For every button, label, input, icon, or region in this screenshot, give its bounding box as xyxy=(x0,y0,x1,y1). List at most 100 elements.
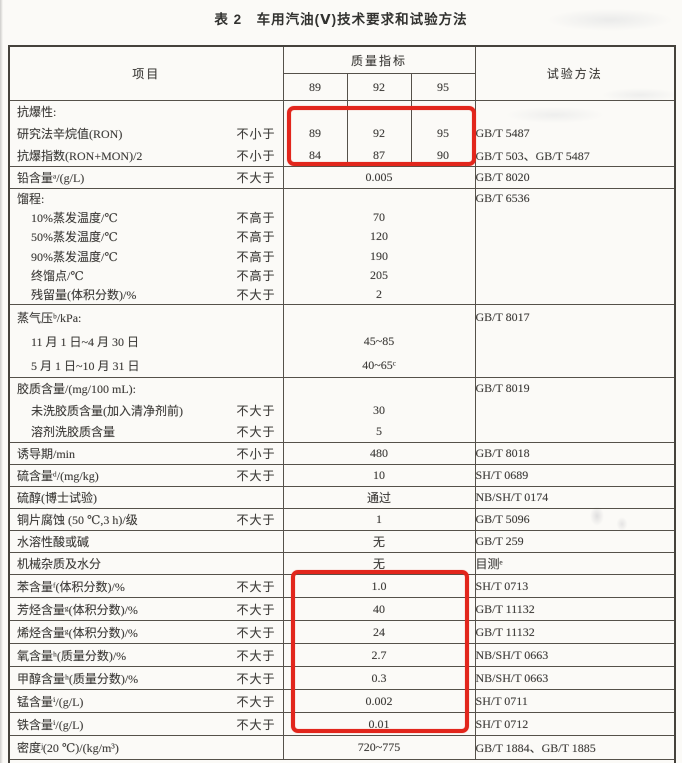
item-label: 抗爆指数(RON+MON)/2 xyxy=(17,148,143,163)
item-label: 抗爆性: xyxy=(17,105,57,120)
qualifier-label: 不大于 xyxy=(236,694,276,709)
value-cell xyxy=(283,189,475,208)
item-cell: 硫醇(博士试验) xyxy=(9,486,284,510)
value-cell xyxy=(346,100,411,123)
item-label: 烯烃含量ᵍ(体积分数)/% xyxy=(17,625,138,640)
table-row: 未洗胶质含量(加入清净剂前) 不大于 30 xyxy=(9,399,676,422)
qualifier-label: 不大于 xyxy=(236,288,276,303)
item-cell: 锰含量ⁱ/(g/L) 不大于 xyxy=(9,689,284,714)
qualifier-label: 不大于 xyxy=(236,671,276,686)
method-cell: GB/T 8020 xyxy=(474,166,676,189)
value-cell: 45~85 xyxy=(363,333,395,348)
item-cell: 终馏点/℃ 不高于 xyxy=(9,266,284,286)
value-cell xyxy=(283,378,475,400)
table-row: 硫含量ᵈ/(mg/kg) 不大于 10 SH/T 0689 xyxy=(9,464,676,488)
method-cell xyxy=(474,227,676,247)
item-label: 馏程: xyxy=(17,191,45,206)
value-cell: 2.7 xyxy=(283,643,476,668)
item-label: 未洗胶质含量(加入清净剂前) xyxy=(31,403,183,418)
value-cell: 无 xyxy=(283,530,476,554)
method-cell: GB/T 503、GB/T 5487 xyxy=(474,144,676,167)
item-cell: 抗爆指数(RON+MON)/2 不小于 xyxy=(9,144,284,167)
item-cell: 水溶性酸或碱 xyxy=(9,530,284,554)
method-cell: GB/T 5096 xyxy=(474,508,676,532)
value-cell: 84 xyxy=(283,144,347,167)
table-row: 终馏点/℃ 不高于 205 xyxy=(9,266,676,286)
item-label: 溶剂洗胶质含量 xyxy=(31,425,116,440)
table-row: 密度ʲ(20 ℃)/(kg/m³) 720~775 GB/T 1884、GB/T 1… xyxy=(9,735,676,761)
item-label: 研究法辛烷值(RON) xyxy=(17,127,123,141)
value-cell: 40~65ᶜ xyxy=(283,353,476,379)
value-cell: 120 xyxy=(370,229,388,244)
method-cell: 目测ᵉ xyxy=(474,552,676,576)
value-cell: 无 xyxy=(283,552,476,576)
item-cell: 胶质含量/(mg/100 mL): xyxy=(9,377,284,400)
item-label: 胶质含量/(mg/100 mL): xyxy=(17,382,136,397)
header-grade-95: 95 xyxy=(410,73,476,101)
value-cell: 1.0 xyxy=(283,574,476,599)
method-cell: SH/T 0713 xyxy=(474,574,676,599)
table-row: 烯烃含量ᵍ(体积分数)/% 不大于 24 GB/T 11132 xyxy=(9,620,676,645)
value-cell: 70 xyxy=(373,210,385,225)
item-label: 90%蒸发温度/℃ xyxy=(31,249,118,264)
value-cell: 5 xyxy=(283,421,476,444)
item-cell: 研究法辛烷值(RON) 不小于 xyxy=(9,122,284,145)
method-cell: GB/T 11132 xyxy=(474,597,676,622)
value-cell xyxy=(410,100,476,123)
header-grade-89: 89 xyxy=(282,73,348,101)
item-cell: 未洗胶质含量(加入清净剂前) 不大于 xyxy=(9,399,284,422)
qualifier-label: 不大于 xyxy=(236,602,276,617)
item-cell: 诱导期/min 不小于 xyxy=(9,442,284,466)
value-cell: 通过 xyxy=(283,486,476,510)
header-item: 项目 xyxy=(8,45,284,101)
item-cell: 抗爆性: xyxy=(9,100,284,123)
method-cell xyxy=(474,329,676,354)
table-row: 5 月 1 日~10 月 31 日 40~65ᶜ xyxy=(9,353,676,379)
table-row: 溶剂洗胶质含量 不大于 5 xyxy=(9,421,676,444)
value-cell xyxy=(283,305,475,329)
table-body: 抗爆性: 研究法辛烷值(RON) 不小于 89 92 95 GB/T 5487 抗爆指数(RO… xyxy=(9,100,676,763)
table-header: 项目 质量指标 试验方法 89 92 95 xyxy=(8,45,676,101)
table-row: 90%蒸发温度/℃ 不高于 190 xyxy=(9,246,676,267)
method-cell xyxy=(474,399,676,422)
value-cell: 90 xyxy=(410,144,476,167)
qualifier-label: 不高于 xyxy=(236,230,276,245)
item-label: 5 月 1 日~10 月 31 日 xyxy=(31,358,140,373)
value-cell: 0.002 xyxy=(283,689,476,714)
table-row: 50%蒸发温度/℃ 不高于 120 xyxy=(9,227,676,247)
method-cell: GB/T 8019 xyxy=(474,377,676,400)
item-cell: 密度ʲ(20 ℃)/(kg/m³) xyxy=(9,735,284,761)
value-cell: 89 xyxy=(309,126,321,140)
table-row: 锰含量ⁱ/(g/L) 不大于 0.002 SH/T 0711 xyxy=(9,689,676,714)
item-cell: 馏程: xyxy=(9,188,284,208)
item-label: 芳烃含量ᵍ(体积分数)/% xyxy=(17,602,138,617)
table-row: 蒸气压ᵇ/kPa: GB/T 8017 xyxy=(9,304,676,330)
item-cell: 蒸气压ᵇ/kPa: xyxy=(9,304,284,330)
method-cell: GB/T 11132 xyxy=(474,620,676,645)
item-cell: 铁含量ⁱ/(g/L) 不大于 xyxy=(9,712,284,737)
table-row: 抗爆性: xyxy=(9,100,676,123)
item-label: 苯含量ᶠ(体积分数)/% xyxy=(17,579,125,594)
qualifier-label: 不大于 xyxy=(236,403,276,418)
table-title: 表 2 车用汽油(Ⅴ)技术要求和试验方法 xyxy=(214,12,468,27)
item-label: 蒸气压ᵇ/kPa: xyxy=(17,310,82,325)
item-cell: 甲醇含量ʰ(质量分数)/% 不大于 xyxy=(9,666,284,691)
item-cell: 氧含量ʰ(质量分数)/% 不大于 xyxy=(9,643,284,668)
method-cell: NB/SH/T 0663 xyxy=(474,643,676,668)
table-row: 水溶性酸或碱 无 GB/T 259 xyxy=(9,530,676,554)
item-label: 铅含量ᵃ/(g/L) xyxy=(17,171,85,185)
method-cell: GB/T 5487 xyxy=(474,122,676,145)
item-label: 水溶性酸或碱 xyxy=(17,535,90,550)
item-cell: 90%蒸发温度/℃ 不高于 xyxy=(9,246,284,267)
item-label: 密度ʲ(20 ℃)/(kg/m³) xyxy=(17,741,119,756)
value-cell: 24 xyxy=(283,620,476,645)
table-row: 馏程: GB/T 6536 xyxy=(9,188,676,208)
value-cell: 480 xyxy=(283,442,476,466)
item-cell: 铜片腐蚀 (50 ℃,3 h)/级 不大于 xyxy=(9,508,284,532)
item-label: 11 月 1 日~4 月 30 日 xyxy=(31,334,140,349)
item-label: 硫醇(博士试验) xyxy=(17,491,97,506)
item-cell: 11 月 1 日~4 月 30 日 xyxy=(9,329,284,354)
method-cell: SH/T 0712 xyxy=(474,712,676,737)
header-grade-92: 92 xyxy=(346,73,412,101)
item-cell: 铅含量ᵃ/(g/L) 不大于 xyxy=(9,166,284,189)
